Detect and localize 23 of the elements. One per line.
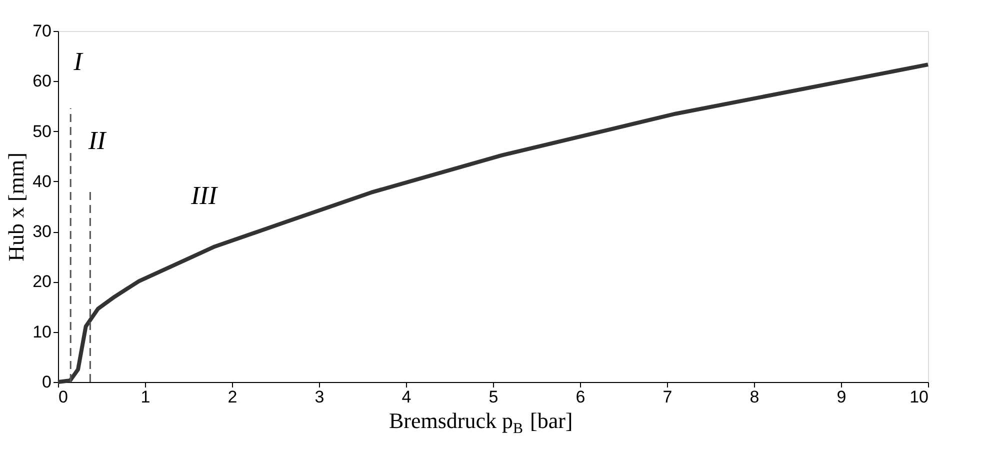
x-tick-label: 2 (228, 388, 238, 406)
annotation: II (87, 126, 107, 155)
y-tick-label: 70 (32, 22, 52, 40)
y-tick-label: 20 (32, 272, 52, 292)
x-tick-label: 10 (910, 388, 928, 406)
y-tick-label: 0 (42, 372, 52, 392)
y-tick-label: 60 (32, 72, 52, 91)
x-tick-label: 6 (576, 388, 586, 406)
x-tick-label: 9 (836, 388, 846, 406)
annotation: III (190, 181, 218, 210)
x-tick-label: 0 (58, 388, 68, 406)
y-tick-label: 10 (32, 322, 52, 342)
annotation: I (72, 47, 84, 76)
y-tick-label: 30 (32, 222, 52, 242)
x-tick-label: 4 (402, 388, 412, 406)
x-tick-label: 7 (662, 388, 672, 406)
x-tick-label: 1 (140, 388, 150, 406)
x-tick-label: 5 (488, 388, 498, 406)
y-axis-title: Hub x [mm] (4, 152, 29, 262)
y-tick-label: 40 (32, 172, 52, 191)
x-tick-label: 3 (314, 388, 324, 406)
y-tick-label: 50 (32, 122, 52, 141)
x-tick-label: 8 (750, 388, 760, 406)
